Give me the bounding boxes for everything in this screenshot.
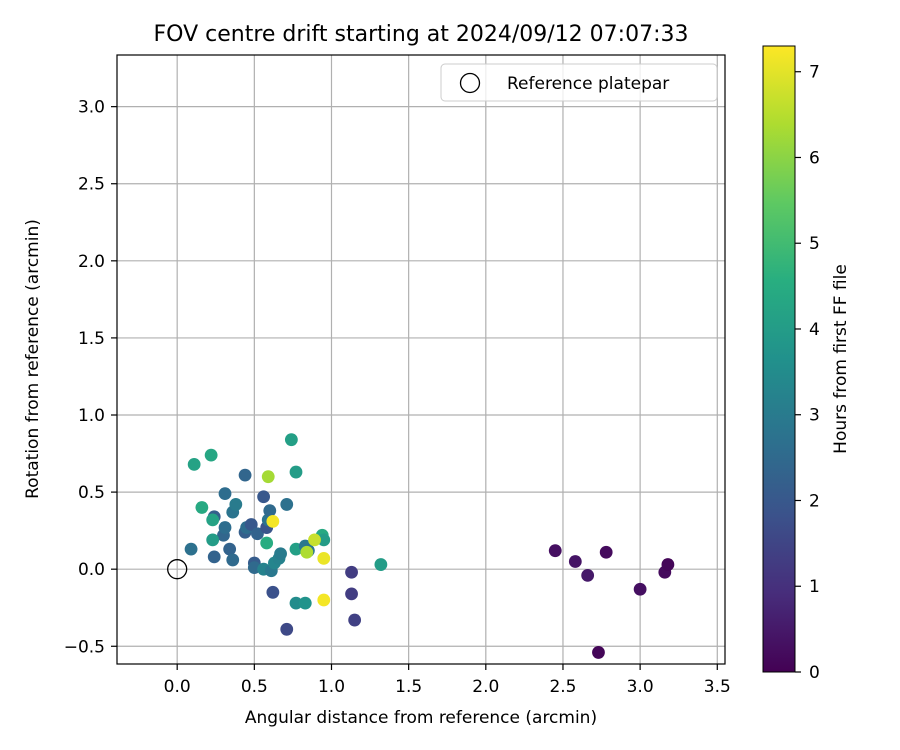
data-point: [206, 533, 220, 547]
data-point: [300, 545, 314, 559]
data-point: [238, 468, 252, 482]
data-point: [187, 457, 201, 471]
data-point: [218, 487, 232, 501]
y-tick-label: 2.5: [78, 175, 105, 195]
data-point: [223, 542, 237, 556]
y-tick-label: 0.5: [78, 483, 105, 503]
data-point: [251, 527, 264, 541]
plot-frame: [116, 54, 726, 665]
data-point: [345, 587, 358, 601]
colorbar-gradient: [762, 45, 796, 673]
data-point: [257, 490, 270, 504]
colorbar-tick-label: 5: [809, 234, 820, 254]
data-point: [206, 513, 220, 527]
x-tick-label: 3.0: [627, 677, 654, 697]
data-point: [260, 536, 274, 550]
data-point: [374, 558, 388, 571]
x-tick-label: 1.0: [318, 677, 345, 697]
legend-reference-marker: [459, 72, 481, 94]
y-tick-label: 2.0: [78, 252, 105, 272]
data-point: [207, 550, 221, 564]
data-point: [298, 596, 312, 610]
data-point: [261, 470, 275, 484]
data-point: [284, 433, 298, 447]
legend: Reference platepar: [440, 63, 718, 102]
reference-platepar-marker: [167, 559, 188, 580]
colorbar-ticks: 0 1 2 3 4 5 6 7: [795, 63, 820, 683]
x-axis-label: Angular distance from reference (arcmin): [245, 708, 597, 728]
data-point: [317, 593, 331, 607]
data-point: [266, 585, 280, 599]
x-tick-label: 2.5: [549, 677, 576, 697]
data-point: [263, 504, 277, 517]
data-point: [226, 553, 240, 567]
data-point: [661, 558, 675, 571]
x-tick-label: 0.5: [241, 677, 268, 697]
data-point: [274, 547, 287, 561]
data-point: [599, 545, 613, 559]
data-point: [289, 596, 303, 610]
data-point: [317, 551, 331, 565]
data-point: [592, 646, 605, 659]
data-point: [204, 448, 218, 462]
colorbar-tick-label: 0: [809, 663, 820, 683]
axis-ticks: 0.0 0.5 1.0 1.5 2.0 2.5 3.0 3.5 −0.5 0.0 0.5 1.0 1.5…: [64, 98, 731, 697]
x-tick-label: 2.0: [472, 677, 499, 697]
data-point: [280, 622, 294, 636]
grid: [117, 55, 725, 664]
colorbar-tick-label: 3: [809, 406, 820, 426]
data-point: [244, 518, 258, 531]
y-tick-label: 1.5: [78, 329, 105, 349]
colorbar-tick-label: 6: [809, 148, 820, 168]
x-tick-label: 1.5: [395, 677, 422, 697]
colorbar: 0 1 2 3 4 5 6 7 Hours from first FF file: [762, 45, 851, 683]
data-point: [581, 568, 595, 582]
data-point: [280, 498, 294, 511]
y-tick-label: −0.5: [64, 637, 105, 657]
legend-box: [440, 63, 718, 102]
data-point: [317, 533, 331, 547]
data-point: [229, 498, 243, 511]
data-point: [548, 544, 562, 558]
data-point: [195, 501, 209, 514]
x-tick-label: 0.0: [164, 677, 191, 697]
y-tick-label: 3.0: [78, 98, 105, 118]
data-point: [348, 613, 362, 627]
data-point: [266, 514, 280, 528]
colorbar-tick-label: 1: [809, 577, 820, 597]
legend-entry: Reference platepar: [507, 74, 669, 94]
colorbar-label: Hours from first FF file: [831, 264, 851, 454]
y-axis-label: Rotation from reference (arcmin): [23, 219, 43, 499]
data-point: [633, 582, 647, 596]
chart-title: FOV centre drift starting at 2024/09/12 …: [154, 22, 689, 47]
data-point: [218, 521, 232, 534]
x-tick-label: 3.5: [704, 677, 731, 697]
y-tick-label: 1.0: [78, 406, 105, 426]
data-point: [568, 555, 582, 568]
colorbar-tick-label: 2: [809, 491, 820, 511]
y-tick-label: 0.0: [78, 560, 105, 580]
colorbar-tick-label: 7: [809, 63, 820, 83]
data-point: [184, 542, 198, 556]
data-point: [289, 465, 303, 479]
data-point: [345, 565, 358, 579]
data-points: [167, 433, 675, 659]
colorbar-tick-label: 4: [809, 320, 820, 340]
data-point: [308, 533, 321, 547]
